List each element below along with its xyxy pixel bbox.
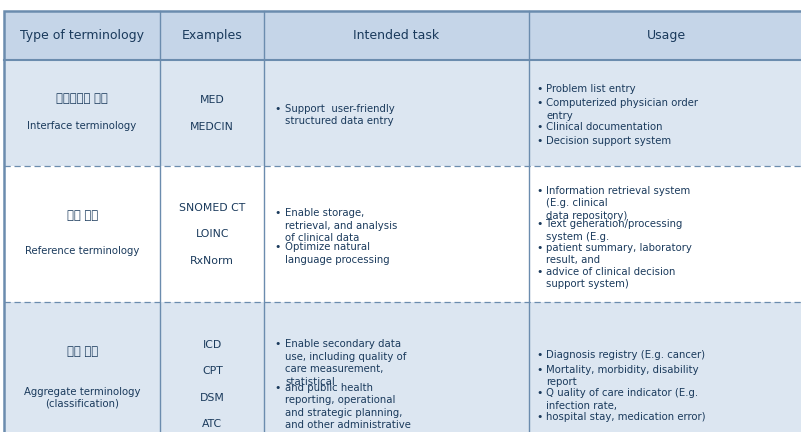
Bar (4, 60, 801, 166)
Text: Optimize natural
language processing: Optimize natural language processing (285, 242, 390, 265)
Text: •: • (537, 186, 543, 196)
Text: Q uality of care indicator (E.g.
infection rate,: Q uality of care indicator (E.g. infecti… (546, 388, 698, 411)
Text: Clinical documentation: Clinical documentation (546, 122, 662, 132)
Text: Type of terminology: Type of terminology (20, 29, 144, 42)
Text: •: • (537, 412, 543, 422)
Text: Problem list entry: Problem list entry (546, 84, 636, 94)
Text: •: • (537, 350, 543, 360)
Text: •: • (274, 104, 280, 114)
Text: ICD

CPT

DSM

ATC: ICD CPT DSM ATC (199, 340, 225, 429)
Bar (4, 11, 801, 60)
Text: hospital stay, medication error): hospital stay, medication error) (546, 412, 706, 422)
Text: Intended task: Intended task (353, 29, 440, 42)
Text: Decision support system: Decision support system (546, 136, 671, 146)
Text: Aggregate terminology
(classification): Aggregate terminology (classification) (24, 387, 140, 408)
Text: Diagnosis registry (E.g. cancer): Diagnosis registry (E.g. cancer) (546, 350, 706, 360)
Text: Support  user-friendly
structured data entry: Support user-friendly structured data en… (285, 104, 395, 126)
Text: •: • (537, 98, 543, 108)
Text: SNOMED CT

LOINC

RxNorm: SNOMED CT LOINC RxNorm (179, 203, 245, 266)
Text: Enable secondary data
use, including quality of
care measurement,
statistical: Enable secondary data use, including qua… (285, 340, 407, 387)
Text: Reference terminology: Reference terminology (25, 246, 139, 256)
Text: •: • (274, 208, 280, 218)
Text: patient summary, laboratory
result, and: patient summary, laboratory result, and (546, 243, 692, 265)
Text: Usage: Usage (647, 29, 686, 42)
Text: Enable storage,
retrieval, and analysis
of clinical data: Enable storage, retrieval, and analysis … (285, 208, 397, 243)
Text: •: • (274, 242, 280, 252)
Text: advice of clinical decision
support system): advice of clinical decision support syst… (546, 267, 676, 289)
Text: •: • (537, 84, 543, 94)
Text: Examples: Examples (182, 29, 243, 42)
Text: •: • (537, 388, 543, 398)
Text: •: • (537, 267, 543, 276)
Text: •: • (537, 243, 543, 253)
Text: and public health
reporting, operational
and strategic planning,
and other admin: and public health reporting, operational… (285, 383, 411, 432)
Text: Computerized physician order
entry: Computerized physician order entry (546, 98, 698, 121)
Text: •: • (537, 136, 543, 146)
Bar (4, 302, 801, 432)
Text: •: • (274, 383, 280, 393)
Bar (4, 166, 801, 302)
Text: •: • (274, 340, 280, 349)
Text: •: • (537, 219, 543, 229)
Text: Interface terminology: Interface terminology (27, 121, 137, 131)
Text: •: • (537, 122, 543, 132)
Text: •: • (537, 365, 543, 375)
Text: 참조 용어: 참조 용어 (66, 209, 98, 222)
Text: Information retrieval system
(E.g. clinical
data repository): Information retrieval system (E.g. clini… (546, 186, 690, 221)
Text: 집합 용어: 집합 용어 (66, 345, 98, 358)
Text: 인터페이스 용어: 인터페이스 용어 (56, 92, 108, 105)
Text: Text generation/processing
system (E.g.: Text generation/processing system (E.g. (546, 219, 682, 241)
Text: Mortality, morbidity, disability
report: Mortality, morbidity, disability report (546, 365, 699, 387)
Text: MED

MEDCIN: MED MEDCIN (191, 95, 234, 132)
